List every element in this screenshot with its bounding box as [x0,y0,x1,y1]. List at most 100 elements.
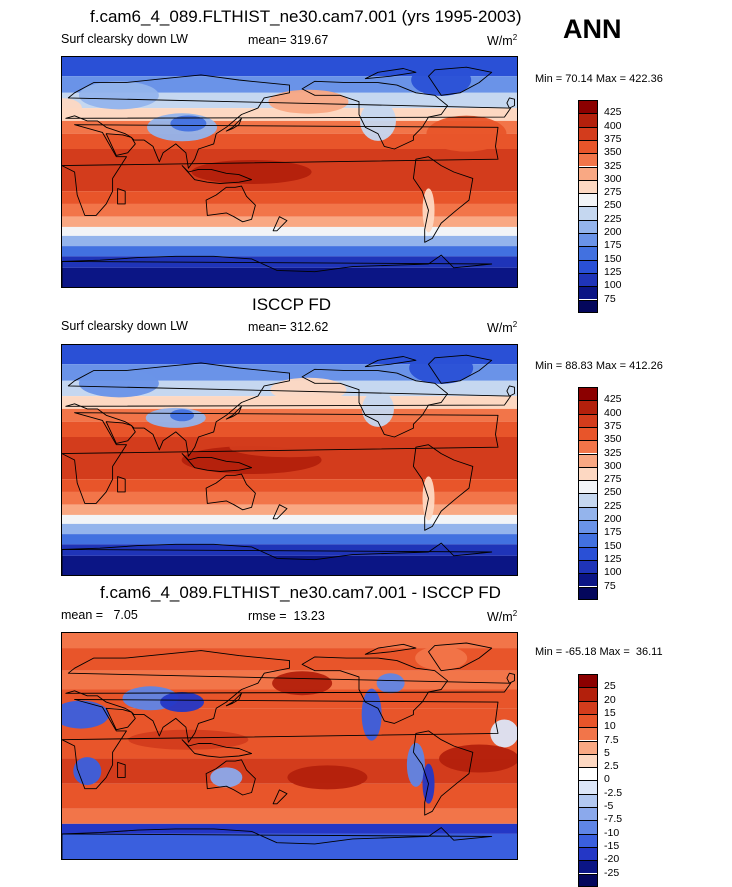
field-anomaly [359,100,396,141]
colorbar-cell [578,426,598,441]
colorbar-tick-label: 150 [604,539,622,552]
coastline [181,739,253,758]
colorbar-tick-label: -10 [604,826,620,839]
colorbar-cell [578,493,598,507]
field-band [62,534,517,545]
coastline [62,124,499,216]
panel3-map [61,632,518,860]
panel3-mean-label: mean = 7.05 [61,608,138,622]
field-anomaly [270,377,347,402]
colorbar-cell [578,586,598,600]
colorbar-cell [578,713,598,728]
field-band [62,203,517,217]
colorbar-cell [578,193,598,207]
colorbar-tick-label: -2.5 [604,786,623,799]
panel2-map [61,344,518,576]
field-band [62,833,517,859]
field-anomaly [287,765,368,790]
field-anomaly [411,64,472,96]
panel1-variable-label: Surf clearsky down LW [61,32,188,46]
field-anomaly [191,160,312,184]
colorbar-tick-label: 175 [604,239,622,252]
field-anomaly [170,409,195,422]
panel2-variable-label: Surf clearsky down LW [61,319,188,333]
colorbar-tick-label: 275 [604,186,622,199]
coastline [105,707,136,731]
coastline [117,761,126,778]
colorbar-cell [578,740,598,754]
field-band [62,191,517,204]
colorbar-cell [578,767,598,781]
field-band [62,479,517,492]
colorbar-tick-label: 175 [604,526,622,539]
colorbar-tick-label: 75 [604,579,616,592]
colorbar-tick-label: 100 [604,566,622,579]
coastline [62,254,493,287]
colorbar-tick-label: 200 [604,513,622,525]
coastline [272,504,288,520]
colorbar-cell [578,480,598,494]
colorbar-cell [578,166,598,180]
field-anomaly [272,671,333,696]
field-band [62,57,517,77]
colorbar-cell [578,259,598,273]
field-anomaly [73,757,102,786]
colorbar-cell [578,286,598,300]
coastline [105,421,136,444]
colorbar-cell [578,126,598,140]
colorbar-tick-label: -25 [604,866,620,879]
colorbar-tick-label: 300 [604,172,622,185]
panel3-title: f.cam6_4_089.FLTHIST_ne30.cam7.001 - ISC… [100,583,501,602]
map-svg [62,633,517,859]
coastline [412,156,474,243]
panel3-unit-label: W/m2 [487,609,518,625]
panel2-mean-label: mean= 312.62 [248,320,329,334]
coastline [428,66,493,96]
field-anomaly [415,646,468,671]
coastline [205,185,256,223]
map-svg [62,345,517,575]
colorbar-tick-label: 200 [604,226,622,238]
field-band [62,633,517,649]
map-svg [62,57,517,287]
colorbar-cell [578,520,598,534]
colorbar-cell [578,387,598,401]
field-band [62,246,517,257]
field-anomaly [409,352,474,384]
coastline [205,759,256,796]
colorbar-tick-label: 100 [604,279,622,292]
field-band [62,544,517,556]
field-band [62,267,517,287]
colorbar-tick-label: 350 [604,433,622,446]
field-band [62,808,517,824]
field-band [62,708,517,759]
field-anomaly [78,81,159,110]
colorbar-cell [578,506,598,520]
coastline [65,74,512,169]
coastline [65,362,512,457]
coastline [105,133,136,156]
coastline [364,68,417,80]
colorbar-tick-label: 125 [604,552,622,565]
coastline [62,699,499,790]
colorbar-tick-label: 350 [604,146,622,159]
coastline [65,650,512,743]
colorbar-cell [578,820,598,834]
colorbar-cell [578,400,598,414]
field-band [62,76,517,93]
colorbar-cell [578,793,598,807]
panel1-mean-label: mean= 319.67 [248,33,329,47]
colorbar-tick-label: 125 [604,265,622,278]
coastline [364,356,417,368]
field-band [62,504,517,515]
coastline [428,642,493,672]
colorbar-cell [578,233,598,247]
colorbar-cell [578,466,598,481]
field-anomaly [361,688,382,741]
colorbar-cell [578,272,598,287]
coastline [301,656,448,724]
colorbar-cell [578,559,598,574]
field-band [62,491,517,505]
panel2-unit-label: W/m2 [487,320,518,336]
field-band [62,648,517,671]
